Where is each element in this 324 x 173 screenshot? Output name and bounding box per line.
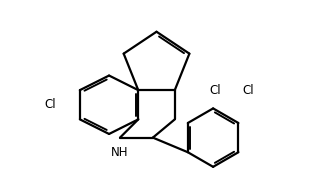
Text: Cl: Cl	[209, 84, 221, 97]
Text: NH: NH	[111, 146, 129, 159]
Text: Cl: Cl	[242, 84, 254, 97]
Text: Cl: Cl	[45, 98, 56, 111]
